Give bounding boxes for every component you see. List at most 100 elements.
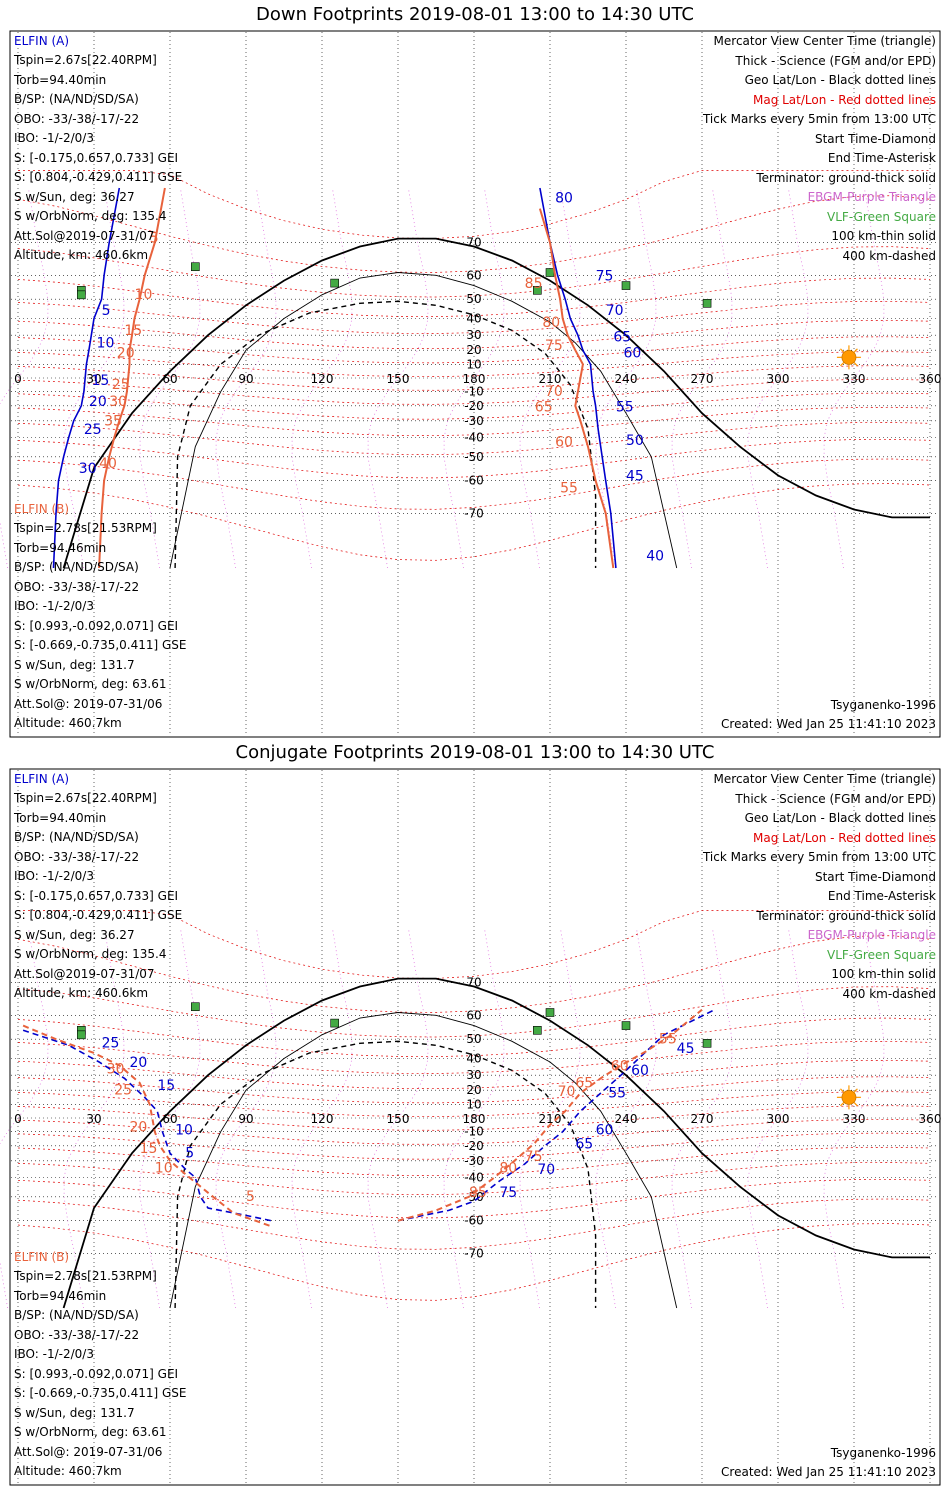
sun-ray	[840, 361, 845, 367]
footprint-map-conjugate: 0 30 60 90 120 150 180 210 240 270 300 330 360 70 60 50…	[0, 768, 941, 1486]
elfin-b-params-conj: Tspin=2.78s[21.53RPM] Torb=94.46min B/SP: …	[14, 1267, 187, 1482]
mag-meridian	[139, 187, 201, 569]
mag-parallel	[17, 483, 931, 561]
orbit-tick-label: 40	[646, 549, 664, 565]
info-line: S: [-0.175,0.657,0.733] GEI	[14, 888, 179, 903]
info-line: S w/OrbNorm, deg: 63.61	[14, 1425, 167, 1439]
vlf-site-marker	[545, 1008, 555, 1017]
orbit-tick-label: 5	[185, 1146, 194, 1162]
orbit-tick-label: 70	[558, 1084, 576, 1100]
latitude-tick-label: -50	[464, 1190, 484, 1204]
mag-parallel	[17, 336, 931, 364]
orbit-tick-label: 60	[623, 345, 641, 361]
info-line: B/SP: (NA/ND/SD/SA)	[14, 92, 139, 106]
info-line: IBO: -1/-2/0/3	[14, 131, 94, 145]
mag-meridian	[671, 187, 733, 569]
longitude-tick-label: 270	[691, 1112, 714, 1126]
mag-meridian	[747, 187, 809, 569]
terminator-line	[169, 1012, 678, 1309]
mag-parallel	[17, 1223, 931, 1301]
mag-parallel	[17, 246, 931, 298]
info-line: Tick Marks every 5min from 13:00 UTC	[702, 850, 936, 864]
orbit-tick-label: 60	[631, 1063, 649, 1079]
elfin-a-params-conj: Tspin=2.67s[22.40RPM] Torb=94.40min B/SP: …	[14, 789, 182, 1004]
info-line: Altitude, km: 460.6km	[14, 248, 149, 262]
longitude-tick-label: 300	[767, 1112, 790, 1126]
mag-meridian	[215, 187, 277, 569]
orbit-tick-label: 75	[545, 338, 563, 354]
info-line: S w/OrbNorm, deg: 135.4	[14, 947, 167, 961]
mag-parallel	[18, 170, 930, 239]
info-line: Altitude: 460.7km	[14, 716, 122, 730]
mag-meridian	[291, 927, 353, 1309]
orbit-tick-label: 60	[596, 1122, 614, 1138]
vlf-site-marker	[702, 299, 712, 308]
map-frame	[9, 768, 941, 1486]
info-line: IBO: -1/-2/0/3	[14, 869, 94, 883]
info-line: End Time-Asterisk	[827, 889, 936, 903]
elfin-a-name: ELFIN (A)	[14, 34, 70, 48]
sun-ray	[853, 361, 858, 367]
mag-parallel	[17, 1105, 931, 1131]
info-line: Tspin=2.67s[22.40RPM]	[14, 53, 157, 67]
mag-parallel	[17, 1198, 931, 1250]
vlf-site-marker	[77, 290, 86, 300]
orbit-tick-label: 10	[175, 1122, 193, 1138]
orbit-tick-label: 50	[626, 433, 644, 449]
mag-parallel	[17, 379, 931, 405]
latitude-tick-label: 20	[466, 1083, 481, 1097]
info-line: Mag Lat/Lon - Red dotted lines	[752, 92, 936, 107]
orbit-tick-label: 35	[104, 414, 122, 430]
info-line: Tspin=2.78s[21.53RPM]	[14, 1269, 157, 1283]
info-line: Tick Marks every 5min from 13:00 UTC	[702, 112, 936, 126]
model-label-conj: Tsyganenko-1996	[830, 1446, 936, 1460]
orbit-tick-label: 15	[91, 373, 109, 389]
sun-ray	[853, 1101, 858, 1107]
sun-ray	[853, 348, 858, 353]
mag-meridian	[519, 927, 581, 1309]
terminator-line	[62, 977, 930, 1309]
orbit-tick-label: 65	[535, 400, 553, 416]
info-line: S w/OrbNorm, deg: 135.4	[14, 209, 167, 223]
orbit-tick-label: 15	[140, 1141, 158, 1157]
orbit-tick-label: 80	[542, 315, 560, 331]
info-line: Att.Sol@2019-07-31/07	[14, 966, 155, 981]
info-line: 400 km-dashed	[842, 248, 936, 263]
mag-meridian	[367, 187, 429, 569]
latitude-tick-label: 10	[466, 1097, 481, 1111]
created-label-conj: Created: Wed Jan 25 11:41:10 2023	[721, 1465, 936, 1479]
longitude-tick-label: 180	[463, 1112, 486, 1126]
info-line: Mercator View Center Time (triangle)	[713, 34, 936, 48]
info-line: Geo Lat/Lon - Black dotted lines	[744, 73, 936, 87]
info-line: Att.Sol@: 2019-07-31/06	[14, 1444, 163, 1459]
info-line: S: [0.804,-0.429,0.411] GSE	[14, 170, 183, 184]
latitude-tick-label: -50	[464, 450, 484, 464]
orbit-tick-label: 70	[545, 384, 563, 400]
longitude-tick-label: 30	[86, 1112, 101, 1126]
orbit-tick-label: 30	[109, 394, 127, 410]
mag-meridian	[671, 927, 733, 1309]
orbit-tick-label: 85	[525, 276, 543, 292]
orbit-tick-label: 40	[99, 456, 117, 472]
legend-down: Mercator View Center Time (triangle) Thic…	[703, 32, 936, 266]
mag-meridian	[367, 927, 429, 1309]
orbit-track	[52, 187, 121, 569]
orbit-tick-label: 70	[606, 303, 624, 319]
vlf-site-marker	[621, 281, 631, 290]
orbit-tick-label: 20	[129, 1055, 147, 1071]
terminator-line	[62, 237, 930, 569]
info-line: S: [0.993,-0.092,0.071] GEI	[14, 618, 179, 633]
orbit-track	[22, 1029, 272, 1222]
orbit-tick-label: 15	[157, 1078, 175, 1094]
sun-ray	[840, 1101, 845, 1107]
mag-meridian	[291, 187, 353, 569]
longitude-tick-label: 240	[615, 372, 638, 386]
mag-parallel	[17, 1132, 931, 1160]
info-line: EBGM-Purple Triangle	[807, 190, 936, 204]
orbit-tick-label: 75	[596, 269, 614, 285]
info-line: IBO: -1/-2/0/3	[14, 599, 94, 613]
info-line: Start Time-Diamond	[814, 131, 936, 146]
orbit-tick-label: 5	[102, 303, 111, 319]
info-line: Mercator View Center Time (triangle)	[713, 772, 936, 786]
latitude-tick-label: -60	[464, 1214, 484, 1228]
